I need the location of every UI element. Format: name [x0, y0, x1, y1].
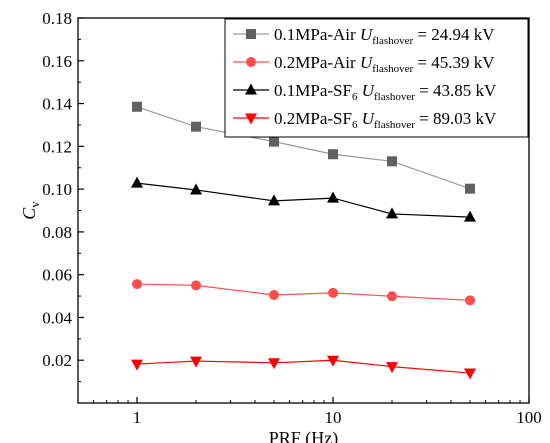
legend-marker: [246, 29, 256, 39]
data-point: [328, 287, 339, 298]
data-point: [191, 121, 202, 132]
legend-entry: 0.2MPa-Air Uflashover = 45.39 kV: [233, 53, 495, 75]
data-point: [386, 362, 399, 374]
legend-entry: 0.1MPa-SF6 Uflashover = 43.85 kV: [233, 81, 497, 103]
data-point: [132, 101, 143, 112]
data-point: [191, 280, 202, 291]
x-axis-title: PRF (Hz): [269, 428, 339, 443]
data-point: [386, 207, 399, 219]
data-point: [267, 358, 280, 370]
series-4: [131, 355, 476, 380]
y-tick-label: 0.08: [42, 223, 72, 242]
data-point: [328, 149, 339, 160]
data-point: [327, 191, 340, 203]
series-2: [132, 279, 475, 306]
legend-label: 0.2MPa-Air Uflashover = 45.39 kV: [274, 53, 495, 75]
series-line: [136, 182, 471, 218]
y-tick-label: 0.06: [42, 266, 72, 285]
legend-label-prefix: 0.1MPa-SF: [274, 81, 352, 100]
axes: 0.02 0.04 0.06 0.08 0.10 0.12 0.14 0.16 0.18 1 10 1…: [19, 9, 542, 443]
data-point: [190, 183, 203, 195]
legend-entry: 0.2MPa-SF6 Uflashover = 89.03 kV: [233, 109, 497, 131]
data-point: [463, 368, 476, 380]
data-point: [131, 176, 144, 188]
y-tick-label: 0.02: [42, 351, 72, 370]
legend-label-variable: U: [357, 81, 375, 100]
legend-label-subscript: flashover: [372, 63, 413, 75]
legend-label-value: = 43.85 kV: [415, 81, 497, 100]
data-point: [387, 156, 398, 167]
x-tick-label: 10: [325, 408, 342, 427]
series-line: [136, 283, 471, 301]
legend: 0.1MPa-Air Uflashover = 24.94 kV 0.2MPa-A…: [224, 18, 529, 138]
series-layer: [131, 101, 476, 380]
legend-label-variable: U: [360, 53, 374, 72]
legend-label-prefix-subscript: 6: [352, 91, 358, 103]
data-point: [268, 289, 279, 300]
legend-label-value: = 45.39 kV: [413, 53, 495, 72]
legend-label: 0.2MPa-SF6 Uflashover = 89.03 kV: [274, 109, 497, 131]
legend-label-prefix-subscript: 6: [352, 119, 358, 131]
legend-box: [224, 18, 529, 138]
data-point: [464, 183, 475, 194]
legend-marker: [246, 57, 256, 67]
y-tick-label: 0.14: [42, 95, 72, 114]
y-tick-label: 0.12: [42, 137, 72, 156]
x-tick-label: 1: [133, 408, 142, 427]
data-point: [267, 194, 280, 206]
data-point: [387, 291, 398, 302]
y-axis-title-subscript: v: [27, 201, 42, 208]
series-line: [136, 106, 471, 190]
legend-label-subscript: flashover: [374, 91, 415, 103]
data-point: [464, 295, 475, 306]
data-point: [463, 210, 476, 222]
series-line: [136, 359, 471, 374]
legend-marker: [245, 113, 257, 125]
data-point: [132, 279, 143, 290]
legend-label-prefix: 0.1MPa-Air: [274, 25, 360, 44]
y-tick-label: 0.04: [42, 308, 72, 327]
legend-label-subscript: flashover: [372, 35, 413, 47]
x-tick-label: 100: [516, 408, 542, 427]
data-point: [131, 359, 144, 371]
legend-label-variable: U: [360, 25, 374, 44]
legend-label: 0.1MPa-SF6 Uflashover = 43.85 kV: [274, 81, 497, 103]
legend-entry: 0.1MPa-Air Uflashover = 24.94 kV: [233, 25, 495, 47]
legend-label: 0.1MPa-Air Uflashover = 24.94 kV: [274, 25, 495, 47]
legend-label-prefix: 0.2MPa-SF: [274, 109, 352, 128]
series-3: [131, 176, 476, 222]
data-point: [268, 136, 279, 147]
y-axis-title-main: C: [19, 207, 39, 220]
series-1: [132, 101, 475, 194]
legend-label-prefix: 0.2MPa-Air: [274, 53, 360, 72]
data-point: [327, 355, 340, 367]
legend-label-value: = 89.03 kV: [415, 109, 497, 128]
y-axis-title: Cv: [19, 201, 42, 220]
y-tick-label: 0.16: [42, 52, 72, 71]
y-tick-label: 0.10: [42, 180, 72, 199]
data-point: [190, 356, 203, 368]
legend-label-variable: U: [357, 109, 375, 128]
legend-label-value: = 24.94 kV: [413, 25, 495, 44]
legend-label-subscript: flashover: [374, 119, 415, 131]
y-tick-label: 0.18: [42, 9, 72, 28]
legend-marker: [245, 83, 257, 95]
